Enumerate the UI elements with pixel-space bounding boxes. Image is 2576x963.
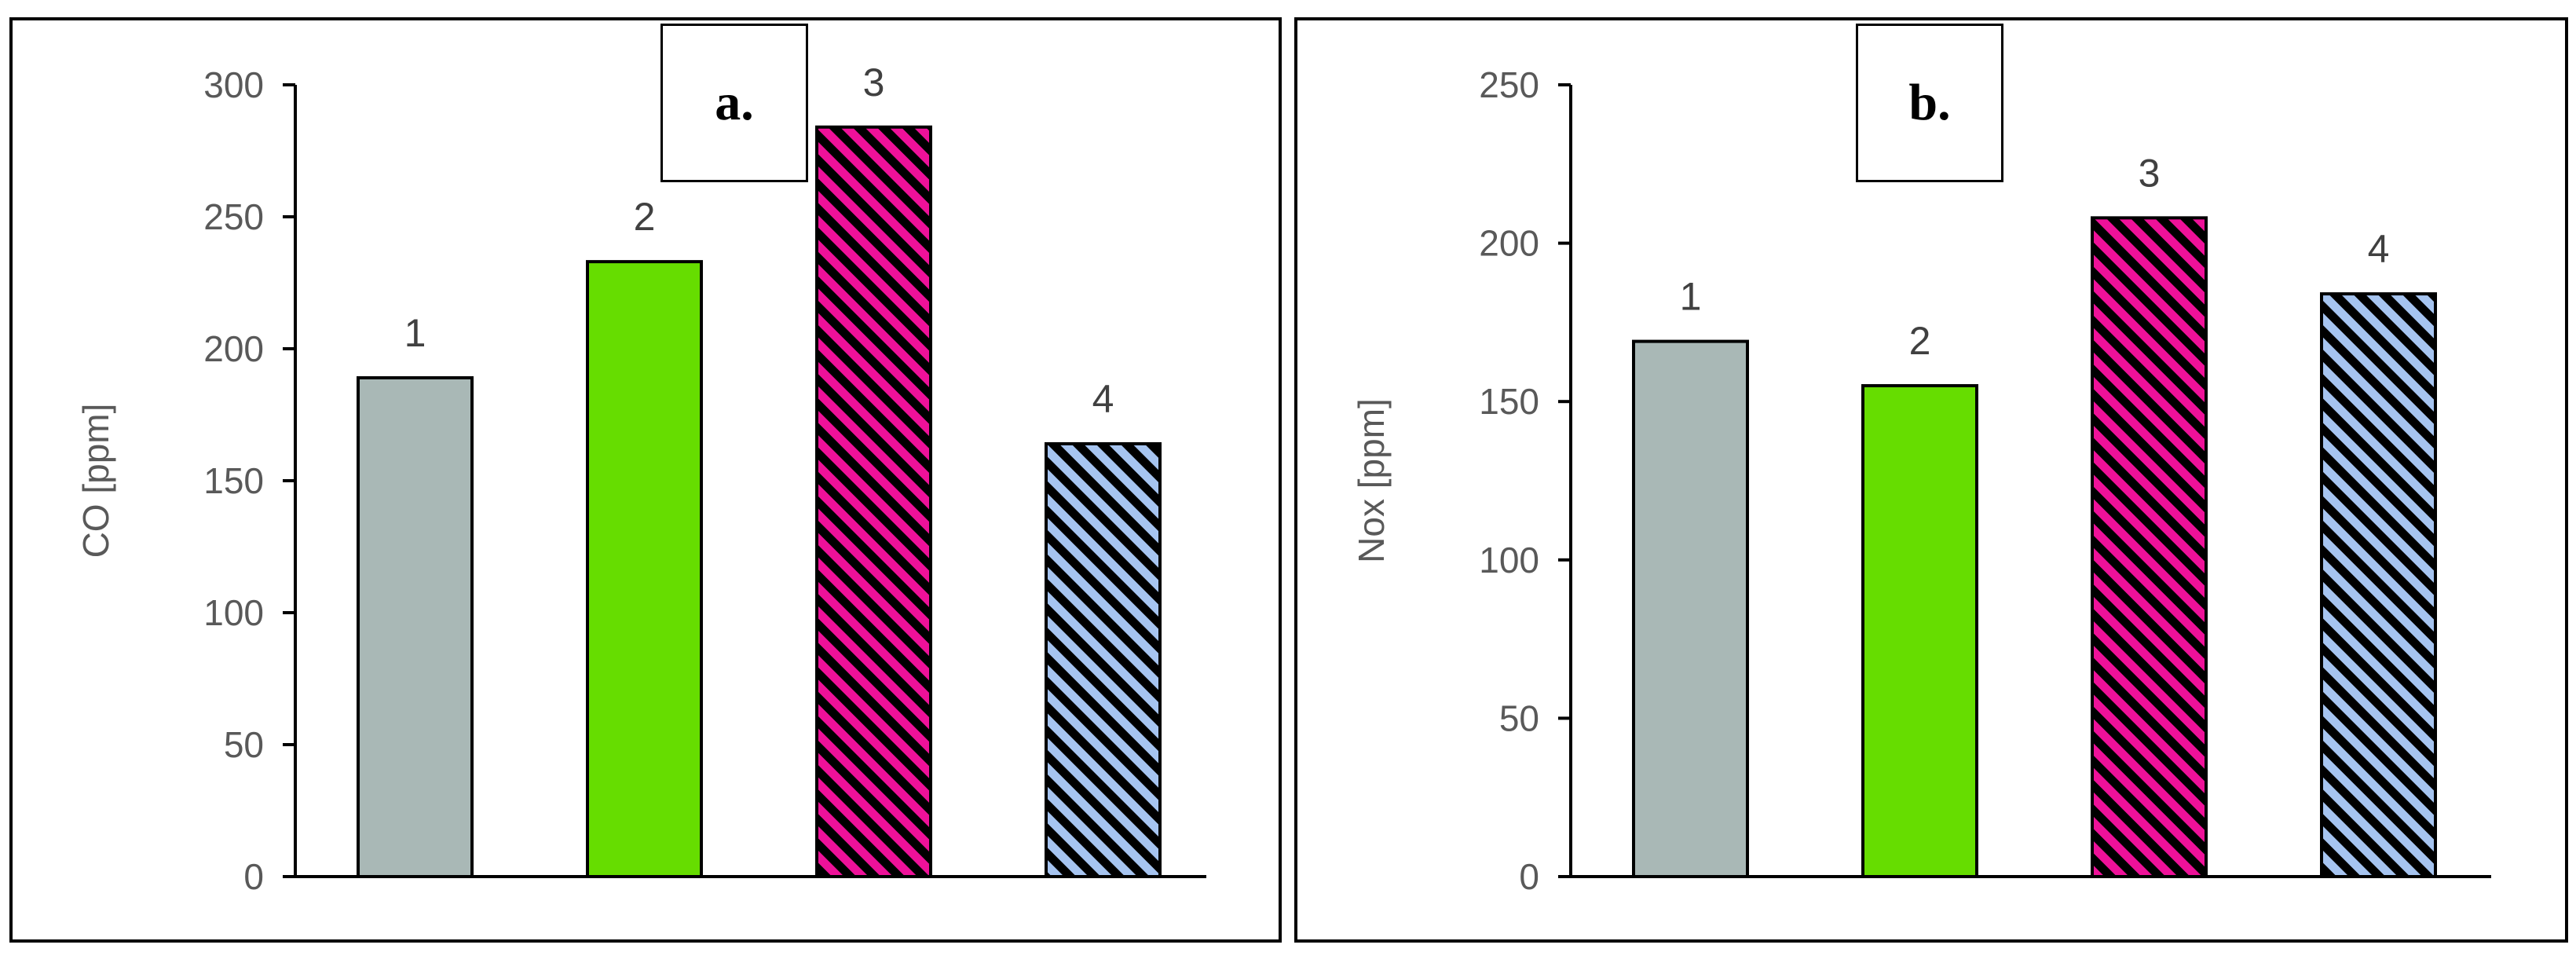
y-axis-title: CO [ppm]	[75, 404, 116, 558]
bar-label-4: 4	[1092, 377, 1114, 421]
bar-label-2: 2	[634, 195, 656, 239]
panel-label-b: b.	[1856, 24, 2003, 182]
bar-label-1: 1	[1680, 275, 1702, 319]
bar-label-3: 3	[2139, 151, 2161, 195]
y-tick-label: 0	[243, 856, 264, 897]
bar-label-2: 2	[1909, 319, 1931, 363]
bar-3	[815, 125, 932, 878]
chart-panel-a: 0 50 100 150 200 250 300 CO [ppm] 1 2 3 4 a.	[9, 17, 1282, 943]
chart-panel-b: 0 50 100 150 200 250 Nox [ppm] 1 2 3 4 b.	[1294, 17, 2568, 943]
y-tick-label: 200	[203, 328, 264, 369]
panel-label-a: a.	[660, 24, 808, 182]
bar-label-4: 4	[2368, 227, 2390, 271]
y-tick-label: 100	[203, 592, 264, 633]
bar-label-3: 3	[863, 60, 885, 104]
y-tick-label: 150	[1479, 381, 1539, 422]
bar-3	[2091, 216, 2208, 878]
y-tick-label: 300	[203, 64, 264, 105]
bar-label-1: 1	[404, 311, 426, 355]
y-axis-title: Nox [ppm]	[1351, 398, 1392, 563]
y-tick-label: 0	[1519, 856, 1539, 897]
bar-1	[357, 375, 474, 878]
bar-2	[1861, 384, 1978, 879]
nox-bar-chart: 0 50 100 150 200 250 Nox [ppm] 1 2 3 4	[1351, 64, 2491, 897]
bar-4	[2320, 292, 2437, 878]
bar-4	[1045, 441, 1162, 878]
y-tick-label: 250	[203, 196, 264, 237]
y-tick-label: 200	[1479, 223, 1539, 264]
y-tick-label: 50	[1499, 698, 1539, 738]
y-tick-label: 250	[1479, 64, 1539, 105]
y-tick-label: 100	[1479, 540, 1539, 580]
y-tick-label: 150	[203, 460, 264, 501]
co-bar-chart: 0 50 100 150 200 250 300 CO [ppm] 1 2 3 4	[75, 60, 1206, 897]
bar-2	[586, 260, 703, 878]
bar-1	[1632, 339, 1749, 879]
y-tick-label: 50	[224, 724, 264, 765]
